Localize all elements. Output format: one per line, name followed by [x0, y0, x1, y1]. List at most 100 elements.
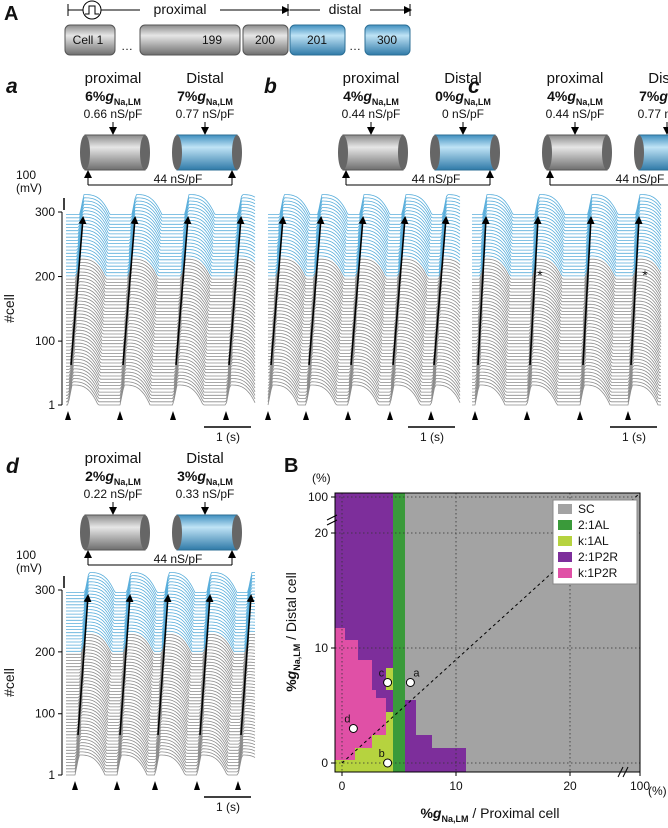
legend-swatch	[558, 568, 572, 578]
voltage-scale: 100	[16, 168, 36, 182]
cylinder-end	[634, 135, 644, 170]
trace	[472, 316, 662, 338]
stimulus-marker	[72, 781, 78, 790]
trace	[66, 248, 256, 270]
legend-label: SC	[578, 502, 595, 516]
distal-percent: 7%gNa,LM	[177, 88, 233, 107]
symbol: g	[104, 88, 114, 104]
panel-label: a	[6, 75, 18, 98]
trace	[472, 284, 662, 306]
trace	[268, 326, 461, 348]
trace	[66, 349, 256, 370]
propagation-arrow	[308, 216, 325, 366]
trace	[268, 294, 461, 316]
trace	[66, 261, 256, 283]
y-tick-label: 100	[35, 334, 55, 348]
label-part: 4%	[343, 88, 364, 104]
trace	[268, 194, 461, 216]
phase-map: B (%) (%) 0 10 20 100 0 10 20 100 SC 2:1AL k:1AL 2:1P2…	[283, 455, 667, 824]
trace	[268, 274, 461, 296]
proximal-conductance: 0.66 nS/pF	[84, 107, 143, 121]
asterisk: *	[642, 267, 648, 283]
trace	[268, 268, 461, 290]
trace	[268, 316, 461, 338]
region-2-1p2r	[405, 700, 466, 772]
symbol: g	[283, 670, 299, 680]
x-tick-label: 100	[630, 779, 650, 793]
trace	[66, 242, 256, 264]
point	[383, 758, 393, 768]
trace	[66, 210, 256, 232]
y-tick-label: 10	[315, 641, 329, 655]
trace	[268, 290, 461, 312]
trace	[66, 245, 256, 267]
trace	[268, 355, 461, 377]
y-tick-label: 20	[315, 526, 329, 540]
cell-label: 201	[307, 33, 327, 47]
trace	[66, 255, 256, 277]
traces	[66, 194, 256, 406]
time-scale-label: 1 (s)	[216, 800, 240, 814]
trace	[66, 705, 256, 726]
trace	[472, 278, 662, 299]
trace	[472, 242, 662, 264]
trace	[66, 265, 256, 287]
legend-label: k:1P2R	[578, 566, 618, 580]
propagation-arrow	[122, 216, 139, 366]
trace	[268, 303, 461, 325]
propagation-arrow	[70, 216, 87, 366]
cell-cylinder	[342, 134, 404, 171]
trace	[268, 278, 461, 299]
trace	[66, 371, 256, 393]
stimulus-marker	[152, 781, 158, 790]
trace	[66, 633, 256, 655]
trace	[472, 332, 662, 354]
trace	[66, 300, 256, 322]
cylinder-end	[490, 135, 500, 170]
trace	[267, 365, 461, 387]
trace	[66, 316, 256, 338]
distal-label: distal	[329, 1, 362, 17]
cell	[289, 24, 346, 56]
trace	[472, 378, 661, 399]
trace	[66, 671, 256, 692]
stimulus-marker	[524, 411, 530, 420]
trace	[66, 297, 256, 319]
cell	[242, 24, 289, 56]
stimulus-marker	[428, 411, 434, 420]
propagation-arrow	[228, 216, 245, 366]
symbol: g	[658, 88, 668, 104]
trace	[268, 239, 461, 261]
y-tick-label: 200	[35, 270, 55, 284]
trace	[472, 232, 662, 254]
cylinder-end	[338, 135, 348, 170]
trace	[66, 278, 256, 299]
region-2-1p2r	[376, 690, 393, 698]
trace	[66, 621, 256, 643]
y-tick-label: 300	[35, 205, 55, 219]
trace	[472, 252, 662, 274]
traces	[472, 194, 662, 406]
trace	[472, 258, 662, 280]
propagation-arrow	[350, 216, 367, 366]
trace	[268, 271, 461, 293]
trace	[66, 213, 256, 235]
cell-cylinder	[84, 514, 146, 551]
cell-label: Cell 1	[73, 33, 104, 47]
trace	[472, 326, 662, 348]
trace	[66, 643, 256, 664]
trace	[66, 596, 255, 618]
trace	[66, 342, 256, 364]
voltage-scale: 100	[16, 548, 36, 562]
point-label: d	[344, 714, 350, 726]
stimulus-marker	[577, 411, 583, 420]
trace	[472, 197, 662, 219]
trace	[268, 310, 461, 332]
trace	[268, 213, 461, 235]
label-part: %	[283, 679, 299, 692]
trace	[66, 281, 256, 303]
trace	[472, 323, 662, 345]
legend-swatch	[558, 504, 572, 514]
cell-cylinder	[84, 134, 146, 171]
